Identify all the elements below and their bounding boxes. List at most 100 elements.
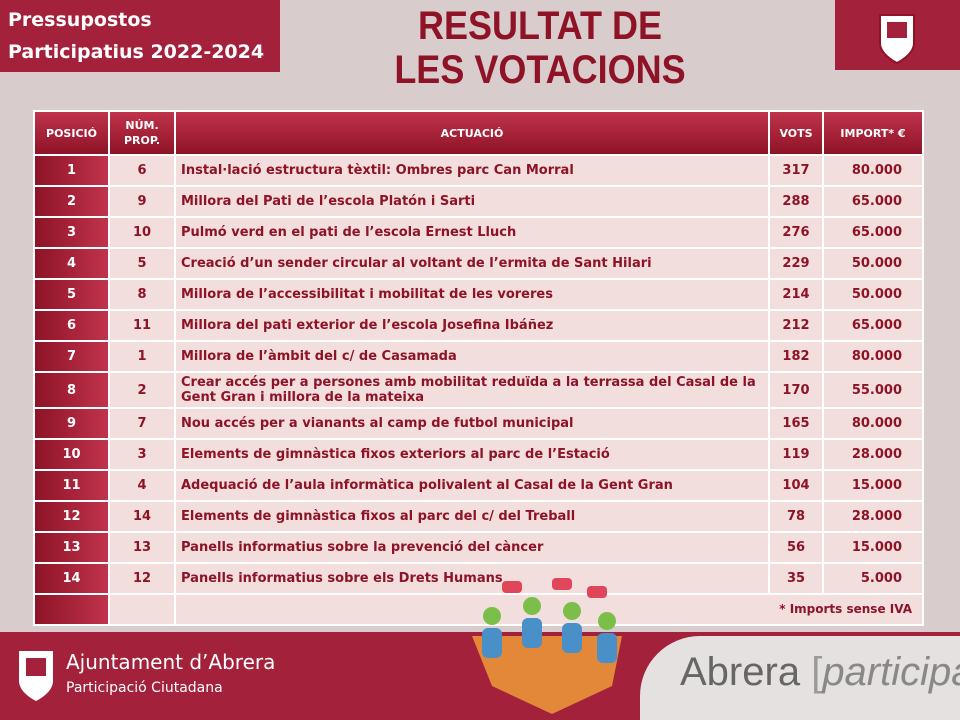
header-row: POSICIÓ NÚM. PROP. ACTUACIÓ VOTS IMPORT* €	[33, 110, 924, 156]
table-row: 1 6 Instal·lació estructura tèxtil: Ombres…	[33, 154, 924, 187]
table-row: 13 13 Panells informatius sobre la prevenc…	[33, 531, 924, 564]
votes-cell: 288	[768, 185, 824, 218]
proposal-number-cell: 5	[108, 247, 176, 280]
amount-cell: 5.000	[822, 562, 924, 595]
table-row: 3 10 Pulmó verd en el pati de l’escola Ern…	[33, 216, 924, 249]
action-cell: Creació d’un sender circular al voltant …	[174, 247, 770, 280]
votes-cell: 56	[768, 531, 824, 564]
brand-bracket: [	[811, 650, 823, 694]
action-cell: Panells informatius sobre els Drets Huma…	[174, 562, 770, 595]
proposal-number-cell: 10	[108, 216, 176, 249]
table-row: 7 1 Millora de l’àmbit del c/ de Casamada 1…	[33, 340, 924, 373]
votes-cell: 229	[768, 247, 824, 280]
position-cell: 13	[33, 531, 110, 564]
table-row: 9 7 Nou accés per a vianants al camp de fu…	[33, 407, 924, 440]
position-cell: 2	[33, 185, 110, 218]
column-header: VOTS	[768, 110, 824, 156]
table-row: 4 5 Creació d’un sender circular al voltan…	[33, 247, 924, 280]
brand-box: Abrera [participa]	[640, 636, 960, 720]
column-header: ACTUACIÓ	[174, 110, 770, 156]
votes-cell: 317	[768, 154, 824, 187]
proposal-number-cell: 8	[108, 278, 176, 311]
proposal-number-cell: 1	[108, 340, 176, 373]
action-cell: Elements de gimnàstica fixos exteriors a…	[174, 438, 770, 471]
amount-cell: 80.000	[822, 340, 924, 373]
position-cell: 5	[33, 278, 110, 311]
proposal-number-cell: 4	[108, 469, 176, 502]
amount-cell: 65.000	[822, 185, 924, 218]
action-cell: Instal·lació estructura tèxtil: Ombres p…	[174, 154, 770, 187]
position-cell: 10	[33, 438, 110, 471]
table-row: 6 11 Millora del pati exterior de l’escola…	[33, 309, 924, 342]
program-line: Participatius 2022-2024	[8, 41, 265, 63]
title-line: LES VOTACIONS	[394, 48, 686, 92]
column-header: NÚM. PROP.	[108, 110, 176, 156]
position-cell: 4	[33, 247, 110, 280]
position-cell: 7	[33, 340, 110, 373]
org-name: Ajuntament d’Abrera	[66, 650, 276, 674]
footer-shield	[19, 651, 53, 701]
proposal-number-cell: 6	[108, 154, 176, 187]
proposal-number-cell: 13	[108, 531, 176, 564]
amount-cell: 28.000	[822, 500, 924, 533]
footnote: * Imports sense IVA	[174, 593, 924, 626]
position-cell: 8	[33, 371, 110, 409]
amount-cell: 80.000	[822, 407, 924, 440]
votes-cell: 182	[768, 340, 824, 373]
position-cell: 9	[33, 407, 110, 440]
proposal-number-cell: 12	[108, 562, 176, 595]
program-box: Pressupostos Participatius 2022-2024	[0, 0, 280, 72]
table-row: 10 3 Elements de gimnàstica fixos exterior…	[33, 438, 924, 471]
votes-cell: 104	[768, 469, 824, 502]
table-row: 11 4 Adequació de l’aula informàtica poliv…	[33, 469, 924, 502]
amount-cell: 80.000	[822, 154, 924, 187]
amount-cell: 15.000	[822, 469, 924, 502]
brand-word: Abrera	[680, 650, 801, 694]
action-cell: Millora de l’accessibilitat i mobilitat …	[174, 278, 770, 311]
footnote-row: * Imports sense IVA	[33, 593, 924, 626]
votes-cell: 165	[768, 407, 824, 440]
table-row: 5 8 Millora de l’accessibilitat i mobilita…	[33, 278, 924, 311]
table-row: 2 9 Millora del Pati de l’escola Platón i …	[33, 185, 924, 218]
position-cell: 1	[33, 154, 110, 187]
results-table: POSICIÓ NÚM. PROP. ACTUACIÓ VOTS IMPORT* € 1…	[33, 110, 924, 626]
votes-cell: 276	[768, 216, 824, 249]
proposal-number-cell: 14	[108, 500, 176, 533]
amount-cell: 55.000	[822, 371, 924, 409]
brand-tag: participa	[822, 650, 960, 694]
votes-cell: 35	[768, 562, 824, 595]
amount-cell: 50.000	[822, 247, 924, 280]
position-cell: 12	[33, 500, 110, 533]
position-cell: 6	[33, 309, 110, 342]
action-cell: Panells informatius sobre la prevenció d…	[174, 531, 770, 564]
shield	[879, 14, 915, 65]
title: RESULTAT DE LES VOTACIONS	[351, 4, 729, 92]
table-row: 14 12 Panells informatius sobre els Drets …	[33, 562, 924, 595]
table-body: 1 6 Instal·lació estructura tèxtil: Ombres…	[33, 154, 924, 626]
amount-cell: 28.000	[822, 438, 924, 471]
program-line: Pressupostos	[8, 9, 152, 31]
amount-cell: 65.000	[822, 216, 924, 249]
action-cell: Nou accés per a vianants al camp de futb…	[174, 407, 770, 440]
dept-name: Participació Ciutadana	[66, 680, 223, 696]
action-cell: Elements de gimnàstica fixos al parc del…	[174, 500, 770, 533]
action-cell: Millora de l’àmbit del c/ de Casamada	[174, 340, 770, 373]
proposal-number-cell: 2	[108, 371, 176, 409]
votes-cell: 170	[768, 371, 824, 409]
amount-cell: 50.000	[822, 278, 924, 311]
people-illustration	[472, 578, 622, 714]
proposal-number-cell: 7	[108, 407, 176, 440]
table-row: 12 14 Elements de gimnàstica fixos al parc…	[33, 500, 924, 533]
action-cell: Millora del pati exterior de l’escola Jo…	[174, 309, 770, 342]
column-header: POSICIÓ	[33, 110, 110, 156]
logo-box	[835, 0, 960, 70]
action-cell: Adequació de l’aula informàtica polivale…	[174, 469, 770, 502]
votes-cell: 119	[768, 438, 824, 471]
votes-cell: 78	[768, 500, 824, 533]
amount-cell: 65.000	[822, 309, 924, 342]
action-cell: Millora del Pati de l’escola Platón i Sa…	[174, 185, 770, 218]
proposal-number-cell: 11	[108, 309, 176, 342]
proposal-number-cell: 9	[108, 185, 176, 218]
amount-cell: 15.000	[822, 531, 924, 564]
